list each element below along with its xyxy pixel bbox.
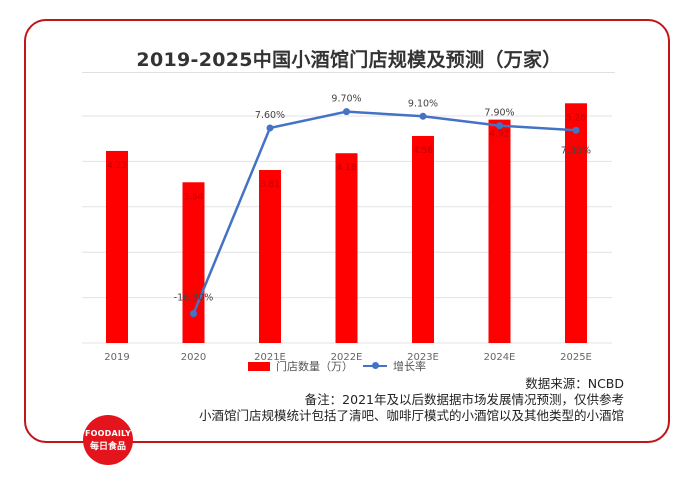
- logo-en: FOODAILY: [84, 429, 132, 438]
- bar: [182, 182, 205, 343]
- chart-title: 2019-2025中国小酒馆门店规模及预测（万家）: [136, 49, 562, 71]
- bar-data-label: 3.54: [183, 192, 203, 202]
- bar: [335, 153, 358, 343]
- bar-data-label: 4.92: [489, 130, 509, 140]
- growth-data-label: 7.90%: [484, 108, 514, 119]
- x-tick-label: 2025E: [560, 352, 592, 363]
- bar-data-label: 4.18: [336, 163, 356, 173]
- growth-data-label: 9.10%: [408, 98, 438, 109]
- legend: 门店数量（万） 增长率: [248, 358, 426, 374]
- x-tick-label: 2021E: [254, 352, 286, 363]
- bar-data-label: 4.56: [413, 146, 433, 156]
- legend-bar-swatch: [248, 361, 270, 371]
- scope-note: 小酒馆门店规模统计包括了清吧、咖啡厅模式的小酒馆以及其他类型的小酒馆: [198, 408, 624, 423]
- x-tick-label: 2022E: [331, 352, 363, 363]
- growth-point: [343, 108, 350, 116]
- x-tick-label: 2024E: [484, 352, 516, 363]
- growth-data-label: 9.70%: [331, 94, 361, 105]
- chart-card: 2019-2025中国小酒馆门店规模及预测（万家）: [24, 19, 670, 443]
- bar-data-label: 4.23: [107, 161, 127, 171]
- remark-note: 备注：2021年及以后数据据市场发展情况预测，仅供参考: [304, 392, 624, 407]
- x-tick-label: 2020: [181, 352, 206, 363]
- growth-point: [190, 310, 197, 318]
- growth-data-label: 7.30%: [561, 145, 591, 156]
- bar: [488, 119, 511, 343]
- foodaily-logo: FOODAILY 每日食品: [83, 415, 133, 465]
- logo-cn: 每日食品: [89, 442, 126, 452]
- growth-line: [192, 110, 577, 315]
- legend-line-label: 增长率: [393, 360, 426, 373]
- title-divider: [82, 72, 615, 73]
- growth-data-label: 7.60%: [255, 110, 285, 121]
- growth-point: [419, 112, 427, 120]
- bar-data-label: 5.28: [566, 113, 586, 123]
- source-note: 数据来源：NCBD: [525, 376, 624, 391]
- bar: [412, 135, 434, 343]
- legend-bar-label: 门店数量（万）: [276, 360, 353, 373]
- growth-point: [496, 122, 503, 130]
- notes: 数据来源：NCBD 备注：2021年及以后数据据市场发展情况预测，仅供参考 小酒…: [199, 376, 624, 424]
- x-tick-label: 2019: [104, 352, 129, 363]
- growth-point: [572, 126, 580, 134]
- bar: [106, 150, 128, 343]
- bar-data-label: 3.81: [260, 180, 280, 190]
- legend-line-swatch: [363, 362, 387, 369]
- growth-point: [266, 124, 274, 132]
- x-tick-label: 2023E: [407, 352, 439, 363]
- bar: [565, 103, 587, 344]
- bar: [259, 170, 281, 343]
- growth-data-label: -16.30%: [174, 293, 214, 304]
